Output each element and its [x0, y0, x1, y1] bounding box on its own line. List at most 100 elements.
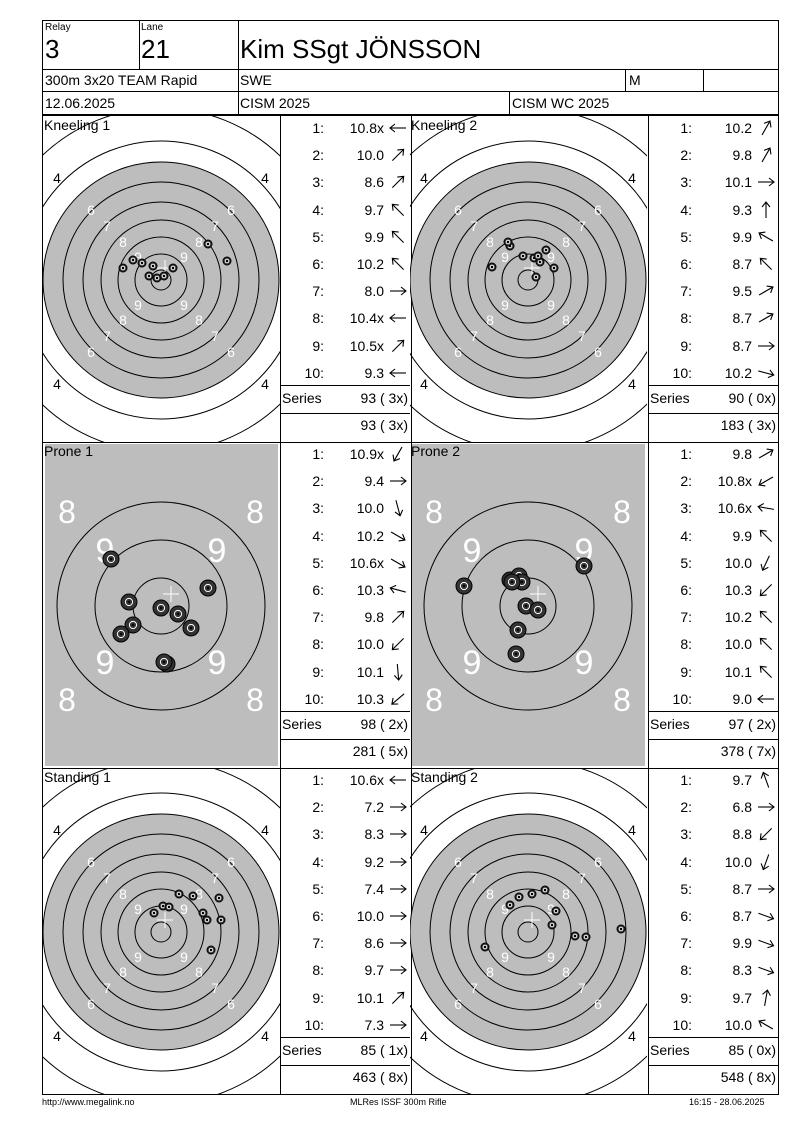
- svg-text:4: 4: [53, 1028, 61, 1044]
- shot-row: 2: 10.8x: [648, 468, 778, 495]
- direction-arrow-icon: [391, 991, 405, 1004]
- shot-hole: [531, 272, 541, 282]
- shot-hole: [551, 906, 561, 916]
- svg-text:9: 9: [463, 644, 482, 682]
- direction-arrow-icon: [759, 583, 773, 597]
- shot-number: 3:: [680, 826, 692, 843]
- shot-value: 9.9: [732, 935, 752, 952]
- shot-value: 9.8: [364, 609, 384, 626]
- svg-text:5: 5: [69, 362, 77, 378]
- shot-row: 10: 10.2: [648, 360, 778, 387]
- shot-row: 10: 7.3: [280, 1012, 410, 1039]
- svg-text:8: 8: [613, 494, 631, 530]
- shot-hole: [203, 239, 213, 249]
- shot-hole: [540, 885, 550, 895]
- target-label: Standing 1: [44, 769, 111, 785]
- target-face: 4 44 45 55 56 66 67 77 78 88 89 99 9: [43, 768, 280, 1094]
- svg-text:9: 9: [134, 901, 142, 917]
- shot-number: 1:: [312, 120, 324, 136]
- svg-text:9: 9: [208, 644, 227, 682]
- svg-text:6: 6: [227, 344, 235, 360]
- svg-text:4: 4: [420, 822, 428, 838]
- cumulative-total: 548 ( 8x): [720, 1069, 776, 1085]
- svg-text:8: 8: [58, 494, 76, 530]
- shot-row: 1: 10.8x: [280, 115, 410, 142]
- target-label: Kneeling 2: [411, 117, 478, 133]
- svg-text:4: 4: [420, 376, 428, 392]
- direction-arrow-icon: [758, 341, 775, 351]
- direction-arrow-icon: [758, 231, 774, 242]
- shot-row: 2: 9.4: [280, 468, 410, 495]
- footer-url[interactable]: http://www.megalink.no: [42, 1097, 135, 1107]
- shot-number: 8:: [312, 310, 324, 327]
- results-grid: [42, 115, 779, 1095]
- svg-text:5: 5: [612, 836, 620, 852]
- shot-value: 10.2: [724, 364, 752, 381]
- shot-value: 9.9: [364, 228, 384, 245]
- shot-number: 4:: [312, 853, 324, 870]
- direction-arrow-icon: [758, 285, 774, 296]
- shot-value: 9.8: [732, 147, 752, 164]
- svg-text:8: 8: [613, 682, 631, 718]
- shot-row: 7: 8.0: [280, 278, 410, 305]
- target-label: Standing 2: [411, 769, 478, 785]
- shot-row: 5: 10.6x: [280, 550, 410, 577]
- svg-text:9: 9: [134, 297, 142, 313]
- shot-number: 9:: [680, 337, 692, 354]
- shot-number: 7:: [680, 283, 692, 300]
- shot-row: 6: 10.3: [648, 577, 778, 604]
- shot-number: 10:: [304, 690, 324, 707]
- shot-number: 6:: [312, 582, 324, 598]
- shot-hole: [616, 924, 626, 934]
- shot-row: 5: 10.0: [648, 550, 778, 577]
- svg-text:8: 8: [486, 886, 494, 902]
- direction-arrow-icon: [391, 610, 405, 624]
- shot-number: 6:: [680, 582, 692, 598]
- shot-number: 1:: [680, 446, 692, 462]
- target-label: Kneeling 1: [44, 117, 111, 133]
- shot-number: 7:: [312, 935, 324, 952]
- direction-arrow-icon: [758, 177, 775, 187]
- series-label: Series: [650, 1042, 690, 1058]
- shot-row: 4: 9.3: [648, 197, 778, 224]
- shot-value: 6.8: [732, 799, 752, 816]
- svg-text:6: 6: [87, 996, 95, 1012]
- shot-hole: [222, 256, 232, 266]
- shot-value: 9.7: [732, 772, 752, 788]
- shot-row: 9: 10.5x: [280, 333, 410, 360]
- svg-text:8: 8: [246, 682, 264, 718]
- svg-text:4: 4: [53, 170, 61, 186]
- shot-value: 8.7: [732, 337, 752, 354]
- svg-text:6: 6: [87, 854, 95, 870]
- svg-text:8: 8: [425, 494, 443, 530]
- shot-value: 10.0: [724, 853, 752, 870]
- shot-hole: [124, 616, 142, 634]
- cumulative-total: 281 ( 5x): [352, 743, 408, 759]
- svg-text:8: 8: [58, 682, 76, 718]
- svg-text:7: 7: [470, 218, 478, 234]
- shot-value: 10.2: [356, 527, 384, 544]
- shot-hole: [202, 915, 212, 925]
- shot-number: 5:: [680, 228, 692, 245]
- svg-text:5: 5: [436, 184, 444, 200]
- shot-row: 10: 9.0: [648, 686, 778, 713]
- shot-value: 7.3: [364, 1016, 384, 1033]
- shot-value: 10.2: [724, 609, 752, 626]
- shot-value: 10.9x: [349, 446, 384, 462]
- series-total: 97 ( 2x): [728, 716, 776, 732]
- direction-arrow-icon: [761, 200, 771, 218]
- shot-value: 10.1: [724, 174, 752, 191]
- shot-value: 9.9: [732, 228, 752, 245]
- shot-number: 2:: [312, 147, 324, 164]
- svg-text:6: 6: [227, 202, 235, 218]
- direction-arrow-icon: [390, 286, 407, 296]
- shot-hole: [529, 601, 547, 619]
- shot-value: 10.3: [356, 690, 384, 707]
- shot-number: 10:: [672, 364, 692, 381]
- shot-number: 2:: [680, 147, 692, 164]
- svg-text:9: 9: [96, 644, 115, 682]
- shot-number: 6:: [680, 256, 692, 272]
- shot-hole: [549, 263, 559, 273]
- direction-arrow-icon: [762, 988, 771, 1006]
- shot-hole: [480, 942, 490, 952]
